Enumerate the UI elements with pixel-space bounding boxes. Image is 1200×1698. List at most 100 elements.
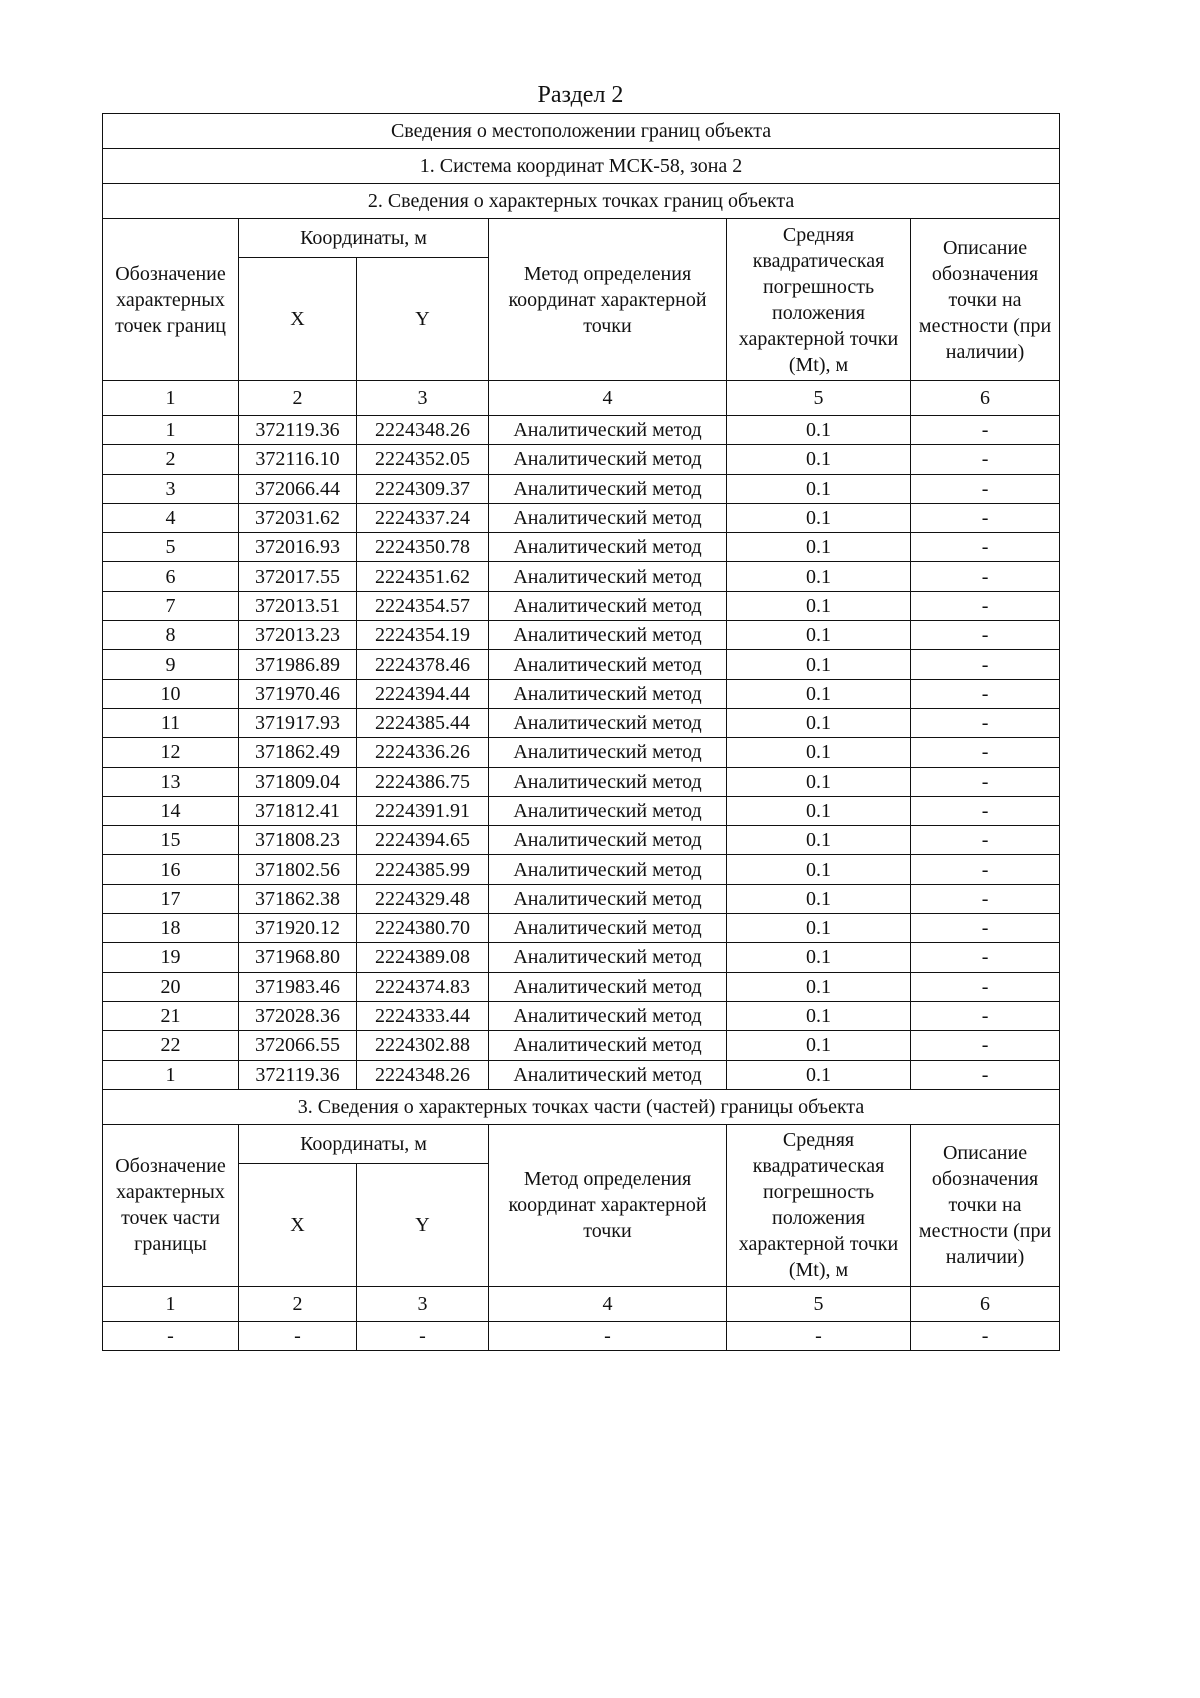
table-cell: 0.1: [726, 883, 911, 915]
table-row: 9 371986.89 2224378.46 Аналитический метод 0…: [102, 649, 1061, 680]
table-cell: Аналитический метод: [488, 444, 727, 475]
table-cell: 20: [102, 971, 239, 1002]
table-cell: 2224329.48: [356, 883, 489, 915]
table-cell: 5: [726, 1285, 911, 1322]
table-cell: 371970.46: [238, 678, 357, 709]
table-cell: 12: [102, 737, 239, 768]
table-cell: -: [909, 913, 1061, 944]
table-cell: 2224337.24: [356, 502, 489, 534]
table-cell: Аналитический метод: [488, 854, 727, 885]
table-row: 18 371920.12 2224380.70 Аналитический метод…: [102, 913, 1061, 944]
table-cell: 372016.93: [238, 532, 357, 563]
coord-system: 1. Система координат МСК-58, зона 2: [101, 148, 1061, 184]
table-cell: Аналитический метод: [488, 649, 727, 680]
table-cell: Аналитический метод: [488, 737, 727, 768]
table-cell: Аналитический метод: [488, 942, 727, 973]
header-y: Y: [356, 257, 489, 381]
table-cell: 2224380.70: [356, 913, 489, 944]
table-cell: 2224385.44: [356, 707, 489, 739]
table-cell: 371920.12: [238, 913, 357, 944]
table-cell: 4: [488, 380, 727, 416]
table-cell: 4: [102, 502, 239, 534]
table-cell: 372028.36: [238, 1000, 357, 1032]
table-cell: 18: [102, 913, 239, 944]
table-row: 22 372066.55 2224302.88 Аналитический метод…: [102, 1030, 1061, 1061]
table-cell: -: [909, 737, 1061, 768]
table-cell: -: [488, 1320, 727, 1352]
header-coords: Координаты, м: [238, 1123, 489, 1164]
table-row: 1 372119.36 2224348.26 Аналитический метод 0…: [102, 1059, 1061, 1090]
table-row: 21 372028.36 2224333.44 Аналитический метод…: [102, 1000, 1061, 1032]
table-row: 15 371808.23 2224394.65 Аналитический метод…: [102, 825, 1061, 856]
table-cell: Аналитический метод: [488, 502, 727, 534]
table-cell: 2224394.44: [356, 678, 489, 709]
table-cell: -: [909, 766, 1061, 797]
table-cell: 0.1: [726, 1030, 911, 1061]
table-cell: Аналитический метод: [488, 707, 727, 739]
table-cell: 0.1: [726, 766, 911, 797]
page-title: Раздел 2: [537, 82, 624, 108]
table-row: 5 372016.93 2224350.78 Аналитический метод 0…: [102, 532, 1061, 563]
table-cell: 2: [102, 444, 239, 475]
table-cell: 13: [102, 766, 239, 797]
table-cell: 10: [102, 678, 239, 709]
table-cell: 2224385.99: [356, 854, 489, 885]
table-cell: -: [909, 1030, 1061, 1061]
table-cell: 6: [909, 380, 1061, 416]
table-row: 2 372116.10 2224352.05 Аналитический метод 0…: [102, 444, 1061, 475]
table-cell: -: [909, 561, 1061, 592]
table-cell: 372116.10: [238, 444, 357, 475]
table-cell: 0.1: [726, 707, 911, 739]
table-row: 11 371917.93 2224385.44 Аналитический метод…: [102, 707, 1061, 739]
table-cell: 0.1: [726, 942, 911, 973]
table-row: ------: [102, 1320, 1061, 1352]
table-cell: 0.1: [726, 854, 911, 885]
table-row: 4 372031.62 2224337.24 Аналитический метод 0…: [102, 502, 1061, 534]
part3-title: 3. Сведения о характерных точках части (…: [101, 1088, 1061, 1125]
table-cell: -: [909, 444, 1061, 475]
table-cell: 1: [102, 380, 239, 416]
table-cell: 0.1: [726, 795, 911, 827]
table-cell: 7: [102, 590, 239, 622]
table-cell: 0.1: [726, 414, 911, 446]
table-cell: Аналитический метод: [488, 795, 727, 827]
table-cell: 8: [102, 620, 239, 651]
table-cell: 1: [102, 1059, 239, 1090]
table-cell: 372013.51: [238, 590, 357, 622]
table-cell: 2224336.26: [356, 737, 489, 768]
table-cell: -: [238, 1320, 357, 1352]
table-cell: 2224352.05: [356, 444, 489, 475]
table-cell: 372017.55: [238, 561, 357, 592]
table-cell: 3: [102, 473, 239, 504]
table-cell: -: [909, 649, 1061, 680]
header-y: Y: [356, 1162, 489, 1287]
table-cell: 372066.55: [238, 1030, 357, 1061]
boundary-table: Сведения о местоположении границ объекта…: [101, 113, 1061, 1352]
table-cell: -: [909, 1320, 1061, 1352]
table-row: 17 371862.38 2224329.48 Аналитический метод…: [102, 883, 1061, 915]
table-cell: 6: [102, 561, 239, 592]
table-cell: Аналитический метод: [488, 532, 727, 563]
header-description: Описание обозначения точки на местности …: [909, 1123, 1061, 1287]
header-x: X: [238, 1162, 357, 1287]
table-cell: 5: [102, 532, 239, 563]
table-row: 6 372017.55 2224351.62 Аналитический метод 0…: [102, 561, 1061, 592]
table-cell: Аналитический метод: [488, 620, 727, 651]
table-cell: Аналитический метод: [488, 1059, 727, 1090]
table-row: 8 372013.23 2224354.19 Аналитический метод 0…: [102, 620, 1061, 651]
table-cell: 0.1: [726, 561, 911, 592]
table-cell: 14: [102, 795, 239, 827]
table-cell: -: [909, 1059, 1061, 1090]
table-cell: Аналитический метод: [488, 971, 727, 1002]
table-cell: -: [909, 414, 1061, 446]
table-cell: -: [909, 942, 1061, 973]
table-cell: 0.1: [726, 737, 911, 768]
table-cell: 371809.04: [238, 766, 357, 797]
table-cell: Аналитический метод: [488, 913, 727, 944]
table-cell: 0.1: [726, 502, 911, 534]
table-cell: 372119.36: [238, 1059, 357, 1090]
table-cell: 17: [102, 883, 239, 915]
table-cell: 2224391.91: [356, 795, 489, 827]
table-cell: 371862.49: [238, 737, 357, 768]
table-cell: -: [909, 590, 1061, 622]
